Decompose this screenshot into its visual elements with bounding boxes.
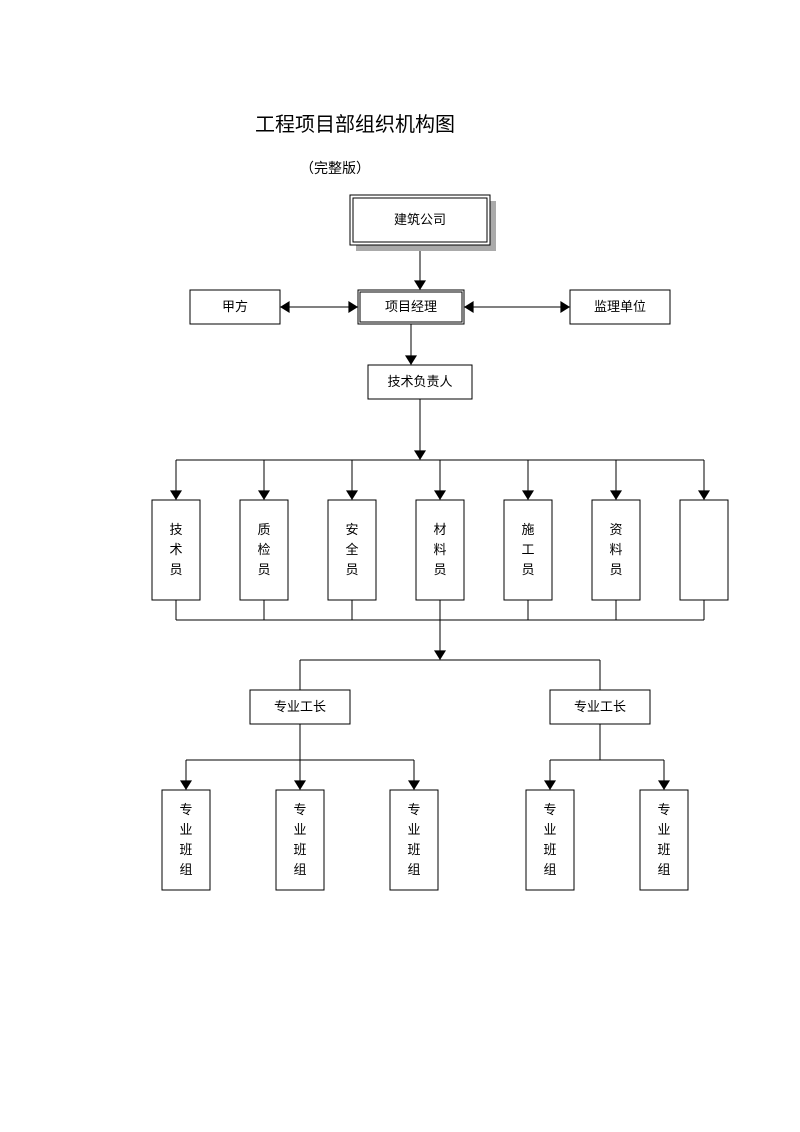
svg-text:业: 业 bbox=[179, 822, 192, 837]
svg-text:料: 料 bbox=[433, 542, 446, 557]
svg-text:专业工长: 专业工长 bbox=[574, 699, 626, 714]
svg-text:组: 组 bbox=[293, 862, 306, 877]
svg-text:班: 班 bbox=[543, 842, 556, 857]
svg-text:组: 组 bbox=[407, 862, 420, 877]
org-chart-diagram: 建筑公司甲方项目经理监理单位技术负责人技术员质检员安全员材料员施工员资料员专业工… bbox=[0, 0, 800, 1132]
svg-text:甲方: 甲方 bbox=[222, 299, 248, 314]
svg-text:材: 材 bbox=[433, 522, 446, 537]
svg-text:班: 班 bbox=[407, 842, 420, 857]
svg-text:质: 质 bbox=[257, 522, 270, 537]
svg-text:专: 专 bbox=[657, 802, 670, 817]
svg-text:组: 组 bbox=[657, 862, 670, 877]
svg-text:组: 组 bbox=[543, 862, 556, 877]
svg-text:员: 员 bbox=[521, 562, 534, 577]
svg-text:班: 班 bbox=[293, 842, 306, 857]
org-chart-page: 工程项目部组织机构图 （完整版） 建筑公司甲方项目经理监理单位技术负责人技术员质… bbox=[0, 0, 800, 1132]
svg-text:全: 全 bbox=[345, 542, 358, 557]
svg-text:员: 员 bbox=[345, 562, 358, 577]
svg-text:员: 员 bbox=[169, 562, 182, 577]
svg-text:料: 料 bbox=[609, 542, 622, 557]
svg-text:员: 员 bbox=[433, 562, 446, 577]
svg-text:业: 业 bbox=[407, 822, 420, 837]
svg-text:工: 工 bbox=[521, 542, 534, 557]
svg-text:业: 业 bbox=[657, 822, 670, 837]
svg-text:专: 专 bbox=[179, 802, 192, 817]
svg-text:安: 安 bbox=[345, 522, 358, 537]
svg-text:员: 员 bbox=[257, 562, 270, 577]
svg-text:业: 业 bbox=[543, 822, 556, 837]
svg-text:技术负责人: 技术负责人 bbox=[387, 374, 452, 389]
svg-text:专业工长: 专业工长 bbox=[274, 699, 326, 714]
svg-text:术: 术 bbox=[169, 542, 182, 557]
svg-text:组: 组 bbox=[179, 862, 192, 877]
svg-text:班: 班 bbox=[657, 842, 670, 857]
svg-text:员: 员 bbox=[609, 562, 622, 577]
svg-text:技: 技 bbox=[169, 522, 182, 537]
svg-text:施: 施 bbox=[521, 522, 534, 537]
svg-text:业: 业 bbox=[293, 822, 306, 837]
svg-text:项目经理: 项目经理 bbox=[385, 299, 437, 314]
svg-text:监理单位: 监理单位 bbox=[594, 299, 646, 314]
svg-text:专: 专 bbox=[407, 802, 420, 817]
svg-text:专: 专 bbox=[293, 802, 306, 817]
svg-text:检: 检 bbox=[257, 542, 270, 557]
svg-text:班: 班 bbox=[179, 842, 192, 857]
svg-text:专: 专 bbox=[543, 802, 556, 817]
svg-text:资: 资 bbox=[609, 522, 622, 537]
svg-text:建筑公司: 建筑公司 bbox=[394, 212, 446, 227]
